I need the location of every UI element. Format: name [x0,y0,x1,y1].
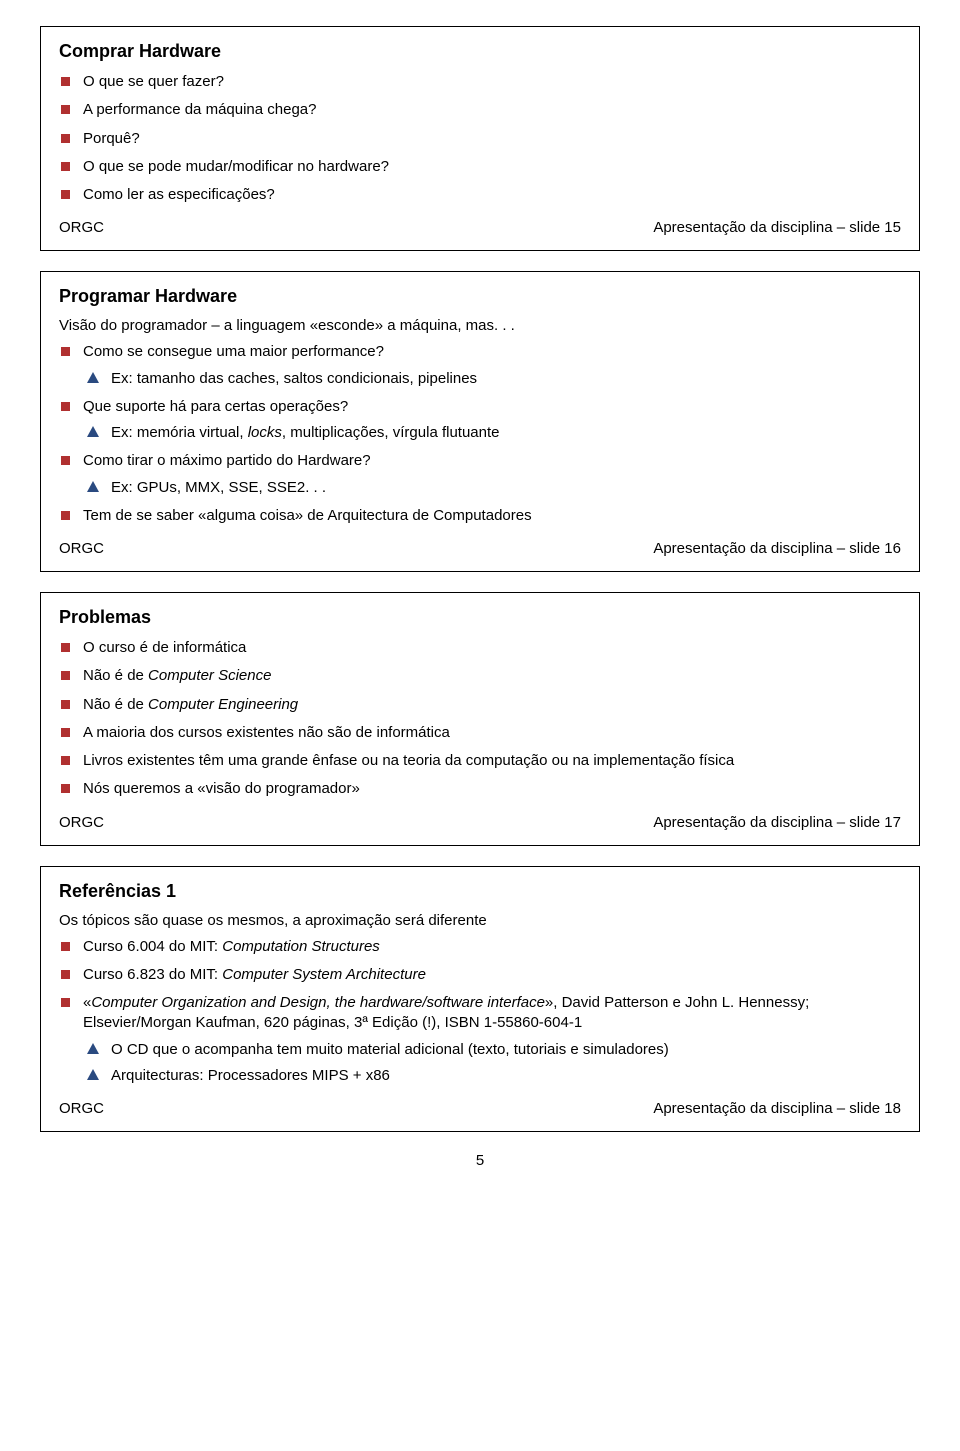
bullet-item: Curso 6.004 do MIT: Computation Structur… [59,937,901,957]
bullet-text: «Computer Organization and Design, the h… [83,994,809,1031]
bullet-item: Não é de Computer Science [59,666,901,686]
bullet-item: Como se consegue uma maior performance? E… [59,342,901,389]
slide-title: Programar Hardware [59,286,901,307]
bullet-text: Não é de Computer Science [83,667,271,684]
bullet-text: Curso 6.823 do MIT: Computer System Arch… [83,966,426,983]
bullet-item: «Computer Organization and Design, the h… [59,993,901,1086]
bullet-text: Nós queremos a «visão do programador» [83,780,360,797]
footer-right: Apresentação da disciplina – slide 17 [653,814,901,831]
bullet-text: O que se pode mudar/modificar no hardwar… [83,158,389,175]
bullet-text: Não é de Computer Engineering [83,696,298,713]
footer-right: Apresentação da disciplina – slide 15 [653,219,901,236]
sub-bullet-item: Ex: memória virtual, locks, multiplicaçõ… [83,423,901,443]
bullet-text: O que se quer fazer? [83,73,224,90]
footer-right: Apresentação da disciplina – slide 18 [653,1100,901,1117]
bullet-text: Que suporte há para certas operações? [83,398,348,415]
footer-left: ORGC [59,219,104,236]
bullet-text: Livros existentes têm uma grande ênfase … [83,752,734,769]
bullet-item: Nós queremos a «visão do programador» [59,779,901,799]
bullet-text: Curso 6.004 do MIT: Computation Structur… [83,938,380,955]
bullet-text: Como se consegue uma maior performance? [83,343,384,360]
sub-bullet-item: O CD que o acompanha tem muito material … [83,1040,901,1060]
slide-footer: ORGC Apresentação da disciplina – slide 1… [59,540,901,557]
slide-footer: ORGC Apresentação da disciplina – slide 1… [59,219,901,236]
slide-box: Programar Hardware Visão do programador –… [40,271,920,572]
bullet-item: Tem de se saber «alguma coisa» de Arquit… [59,506,901,526]
sub-bullet-item: Arquitecturas: Processadores MIPS + x86 [83,1066,901,1086]
footer-left: ORGC [59,540,104,557]
bullet-item: O que se pode mudar/modificar no hardwar… [59,157,901,177]
bullet-item: Como ler as especificações? [59,185,901,205]
slide-subtitle: Os tópicos são quase os mesmos, a aproxi… [59,912,901,929]
slide-box: Referências 1 Os tópicos são quase os mes… [40,866,920,1133]
bullet-text: Tem de se saber «alguma coisa» de Arquit… [83,507,532,524]
bullet-text: Como tirar o máximo partido do Hardware? [83,452,371,469]
bullet-item: Como tirar o máximo partido do Hardware?… [59,451,901,498]
bullet-item: Que suporte há para certas operações? Ex:… [59,397,901,444]
bullet-text: Porquê? [83,130,140,147]
bullet-item: A performance da máquina chega? [59,100,901,120]
footer-left: ORGC [59,814,104,831]
slide-box: Comprar Hardware O que se quer fazer? A pe… [40,26,920,251]
bullet-item: Porquê? [59,129,901,149]
footer-right: Apresentação da disciplina – slide 16 [653,540,901,557]
bullet-item: Livros existentes têm uma grande ênfase … [59,751,901,771]
bullet-item: Curso 6.823 do MIT: Computer System Arch… [59,965,901,985]
sub-bullet-item: Ex: tamanho das caches, saltos condicion… [83,369,901,389]
slide-title: Comprar Hardware [59,41,901,62]
bullet-text: A performance da máquina chega? [83,101,317,118]
page-number: 5 [40,1152,920,1169]
bullet-text: Como ler as especificações? [83,186,275,203]
slide-title: Referências 1 [59,881,901,902]
sub-bullet-item: Ex: GPUs, MMX, SSE, SSE2. . . [83,478,901,498]
bullet-item: O que se quer fazer? [59,72,901,92]
bullet-text: O curso é de informática [83,639,246,656]
bullet-text: A maioria dos cursos existentes não são … [83,724,450,741]
slide-subtitle: Visão do programador – a linguagem «esco… [59,317,901,334]
slide-title: Problemas [59,607,901,628]
bullet-item: O curso é de informática [59,638,901,658]
footer-left: ORGC [59,1100,104,1117]
slide-box: Problemas O curso é de informática Não é d… [40,592,920,846]
bullet-item: A maioria dos cursos existentes não são … [59,723,901,743]
slide-footer: ORGC Apresentação da disciplina – slide 1… [59,814,901,831]
bullet-item: Não é de Computer Engineering [59,695,901,715]
slide-footer: ORGC Apresentação da disciplina – slide 1… [59,1100,901,1117]
